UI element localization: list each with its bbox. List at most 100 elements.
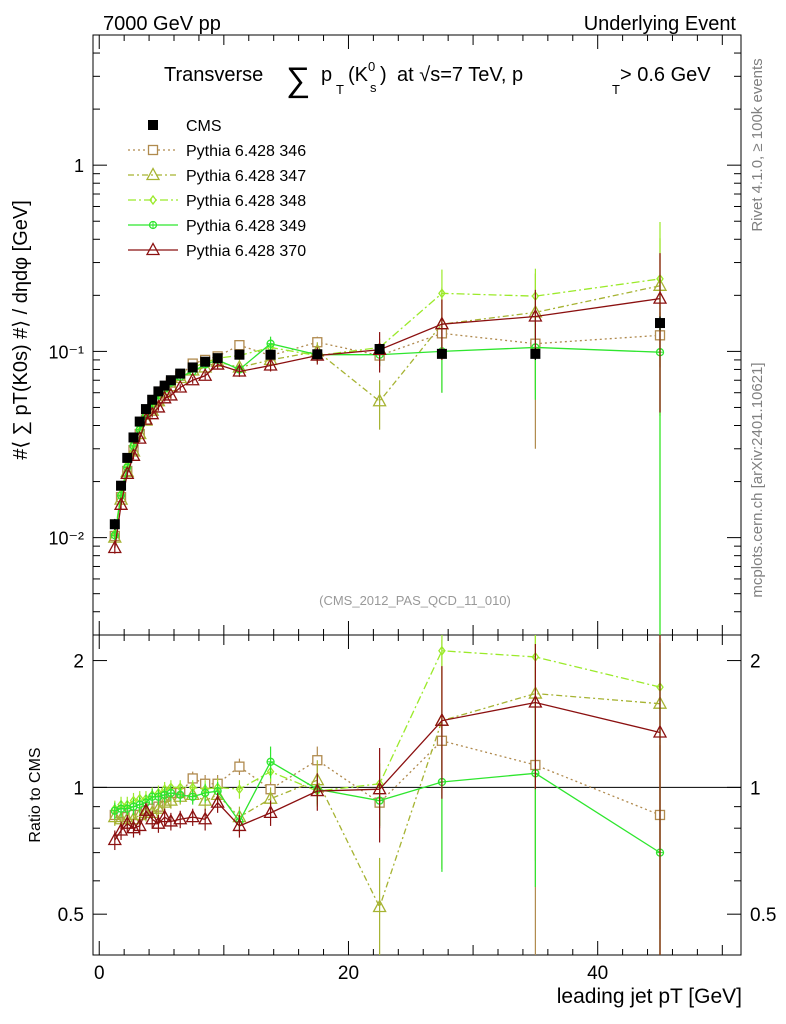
point-CMS bbox=[165, 375, 176, 386]
point-p370 bbox=[163, 387, 178, 401]
legend-label: Pythia 6.428 348 bbox=[186, 193, 306, 210]
ratio-point-p349 bbox=[188, 792, 197, 801]
title-k-open: (K bbox=[348, 64, 369, 86]
point-CMS bbox=[312, 349, 323, 360]
point-CMS bbox=[147, 394, 158, 405]
x-tick-label: 0 bbox=[94, 963, 105, 984]
point-p370 bbox=[120, 465, 135, 480]
ratio-y-tick-label: 2 bbox=[73, 652, 84, 673]
ratio-ylabel: Ratio to CMS bbox=[27, 747, 44, 842]
ratio-point-p370 bbox=[120, 815, 135, 829]
ratio-point-p348 bbox=[235, 784, 244, 795]
rivet-label: Rivet 4.1.0, ≥ 100k events bbox=[749, 58, 766, 231]
legend-marker bbox=[145, 242, 161, 256]
point-CMS bbox=[159, 380, 170, 391]
point-p370 bbox=[185, 372, 200, 386]
ratio-point-p349 bbox=[201, 788, 210, 798]
ratio-point-p370 bbox=[263, 804, 278, 818]
point-p370 bbox=[434, 316, 450, 330]
main-y-axis-label: #⟨ ∑ pT(K0s) #⟩ / dηdφ [GeV] bbox=[10, 200, 32, 460]
ratio-series-group bbox=[107, 635, 668, 955]
mcplots-label: mcplots.cern.ch [arXiv:2401.10621] bbox=[749, 362, 766, 597]
ratio-point-p349 bbox=[166, 788, 176, 798]
ratio-y-tick-label: 0.5 bbox=[58, 905, 84, 926]
ratio-point-p370 bbox=[310, 783, 325, 797]
legend: CMS Pythia 6.428 346 Pythia 6.428 347 Pythi… bbox=[128, 118, 306, 260]
ratio-plot-frame bbox=[92, 634, 742, 956]
series-p348 bbox=[110, 222, 664, 635]
legend-item-CMS: CMS bbox=[148, 118, 222, 135]
ratio-point-p348 bbox=[438, 645, 446, 656]
title-sub-t: T bbox=[336, 82, 344, 97]
point-CMS bbox=[140, 404, 151, 415]
ratio-point-p370 bbox=[372, 781, 387, 795]
header-left: 7000 GeV pp bbox=[103, 13, 221, 35]
main-y-tick-label: 10⁻¹ bbox=[48, 342, 84, 362]
point-p370 bbox=[173, 379, 188, 393]
ratio-point-p347 bbox=[163, 792, 178, 806]
point-CMS bbox=[436, 348, 447, 359]
ratio-y-tick-label: 1 bbox=[73, 778, 84, 799]
ratio-point-p370 bbox=[151, 815, 166, 829]
ratio-point-p370 bbox=[145, 811, 160, 825]
ratio-point-p370 bbox=[138, 802, 154, 816]
main-series-group bbox=[107, 222, 668, 635]
ratio-y-tick-label-right: 2 bbox=[750, 652, 761, 673]
ratio-point-p370 bbox=[163, 813, 178, 827]
series-line-p370 bbox=[114, 297, 661, 549]
ratio-point-p370 bbox=[113, 822, 129, 836]
legend-item-p370: Pythia 6.428 370 bbox=[128, 242, 306, 260]
x-axis-label: leading jet pT [GeV] bbox=[557, 985, 742, 1008]
x-tick-label: 40 bbox=[587, 963, 608, 984]
series-CMS bbox=[109, 316, 665, 530]
series-p347 bbox=[107, 238, 668, 543]
ratio-point-p347 bbox=[157, 794, 172, 808]
analysis-watermark: (CMS_2012_PAS_QCD_11_010) bbox=[319, 593, 511, 608]
ratio-point-p370 bbox=[198, 811, 213, 825]
legend-label: CMS bbox=[186, 118, 222, 135]
ratio-line-p370 bbox=[114, 701, 661, 841]
ratio-point-p347 bbox=[198, 792, 213, 806]
point-CMS bbox=[530, 348, 541, 359]
point-CMS bbox=[200, 356, 211, 367]
legend-marker bbox=[145, 167, 161, 181]
point-p347 bbox=[372, 393, 387, 407]
point-CMS bbox=[265, 349, 276, 360]
legend-label: Pythia 6.428 346 bbox=[186, 143, 306, 160]
point-p370 bbox=[198, 367, 213, 381]
point-CMS bbox=[234, 349, 245, 360]
point-p370 bbox=[107, 540, 122, 554]
ratio-point-p370 bbox=[210, 794, 225, 808]
ratio-point-p370 bbox=[126, 820, 141, 834]
point-p346 bbox=[234, 340, 245, 351]
series-p346 bbox=[109, 299, 666, 542]
point-p370 bbox=[113, 496, 129, 510]
point-p370 bbox=[157, 390, 172, 404]
legend-label: Pythia 6.428 349 bbox=[186, 218, 306, 235]
point-CMS bbox=[655, 318, 665, 329]
point-CMS bbox=[122, 452, 133, 463]
ratio-series-p370 bbox=[107, 635, 668, 955]
series-line-p347 bbox=[114, 285, 661, 538]
point-CMS bbox=[109, 519, 120, 530]
title-part-1: Transverse bbox=[164, 64, 263, 86]
point-CMS bbox=[128, 432, 139, 443]
ratio-point-p370 bbox=[173, 811, 188, 825]
ratio-point-p370 bbox=[157, 809, 172, 823]
x-tick-label: 20 bbox=[338, 963, 359, 984]
legend-item-p347: Pythia 6.428 347 bbox=[128, 167, 306, 185]
legend-item-p348: Pythia 6.428 348 bbox=[128, 193, 306, 210]
ratio-point-p370 bbox=[528, 694, 543, 708]
title-p: p bbox=[321, 64, 332, 86]
point-p370 bbox=[210, 356, 225, 370]
point-p349 bbox=[266, 339, 275, 348]
legend-marker bbox=[148, 120, 158, 130]
legend-label: Pythia 6.428 370 bbox=[186, 243, 306, 260]
series-line-p348 bbox=[114, 278, 661, 534]
legend-marker bbox=[147, 144, 159, 156]
main-y-tick-label: 1 bbox=[74, 156, 84, 176]
title-k-sub: s bbox=[370, 80, 377, 95]
ratio-point-p349 bbox=[176, 790, 185, 799]
point-CMS bbox=[153, 386, 164, 397]
